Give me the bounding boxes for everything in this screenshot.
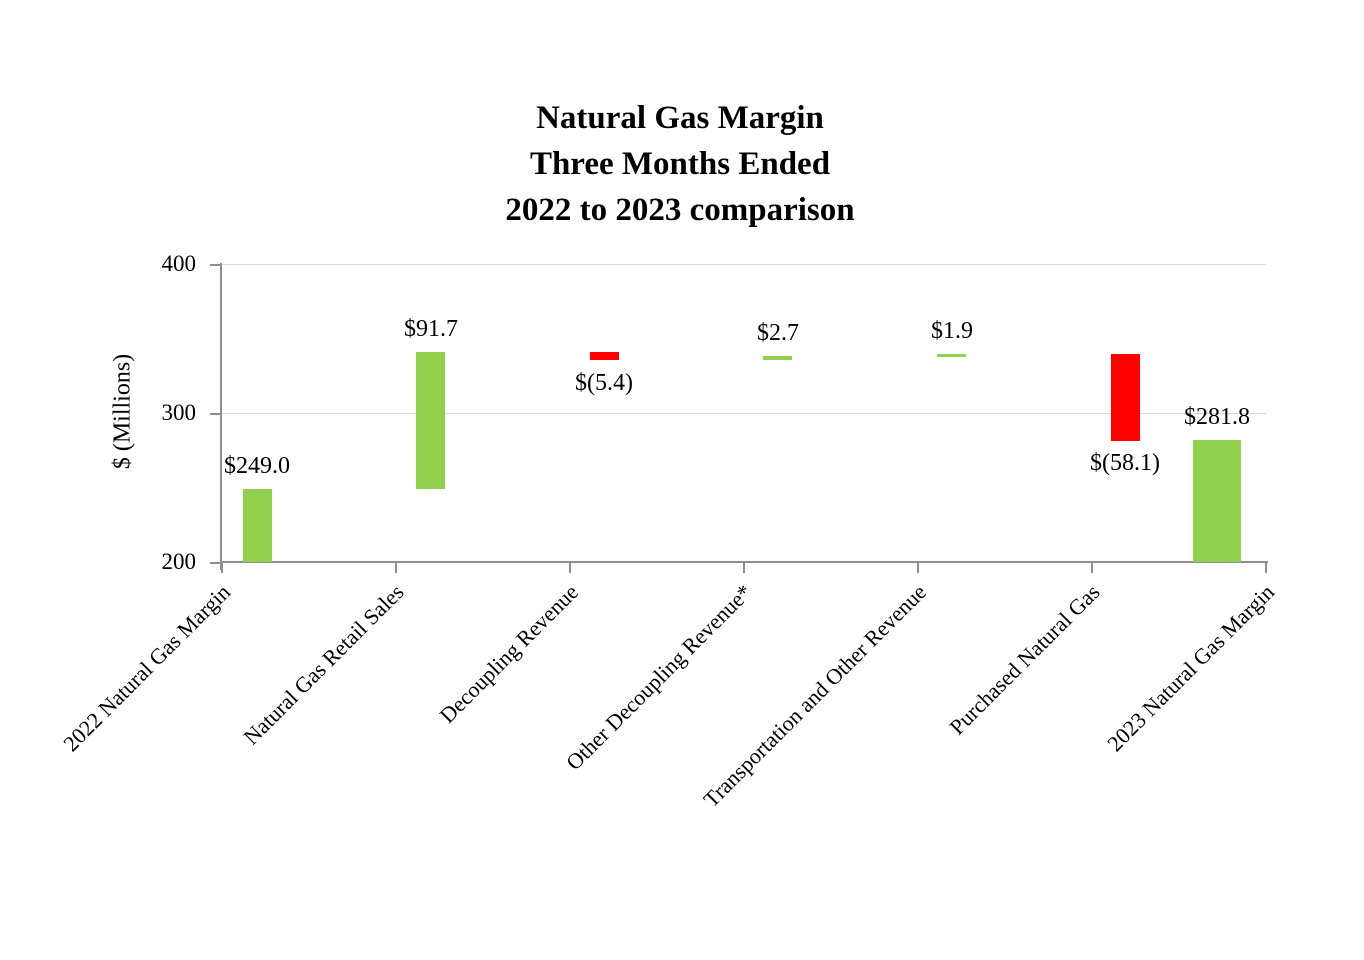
- x-axis-line: [220, 561, 1268, 563]
- bar-value-label: $2.7: [757, 320, 799, 346]
- x-tick: [221, 563, 223, 573]
- bar-value-label: $91.7: [404, 316, 458, 342]
- gridline: [220, 413, 1266, 414]
- waterfall-bar: [937, 354, 966, 357]
- bar-value-label: $(5.4): [575, 370, 633, 396]
- y-tick: [210, 413, 220, 415]
- bar-value-label: $1.9: [931, 318, 973, 344]
- y-tick-label: 200: [161, 549, 197, 574]
- chart-title-line-3: 2022 to 2023 comparison: [505, 192, 855, 228]
- x-tick: [569, 563, 571, 573]
- waterfall-bar: [416, 352, 445, 489]
- category-label: Natural Gas Retail Sales: [238, 579, 409, 750]
- category-label: Decoupling Revenue: [434, 579, 583, 728]
- x-tick: [395, 563, 397, 573]
- y-tick-label: 300: [161, 400, 197, 425]
- category-label: 2022 Natural Gas Margin: [58, 579, 235, 757]
- bar-value-label: $(58.1): [1090, 450, 1160, 476]
- bar-value-label: $281.8: [1184, 404, 1250, 430]
- y-axis-line: [220, 263, 222, 570]
- x-tick: [743, 563, 745, 573]
- waterfall-bar: [763, 356, 792, 360]
- waterfall-bar: [1111, 354, 1140, 441]
- category-label: Purchased Natural Gas: [944, 579, 1105, 740]
- waterfall-bar: [243, 489, 272, 562]
- chart-title-line-2: Three Months Ended: [529, 146, 831, 182]
- bar-value-label: $249.0: [224, 453, 290, 479]
- chart-title: Natural Gas Margin Three Months Ended 20…: [330, 95, 1030, 233]
- y-tick: [210, 264, 220, 266]
- chart-title-line-1: Natural Gas Margin: [536, 100, 824, 136]
- y-axis-title: $ (Millions): [109, 353, 136, 470]
- category-label: Other Decoupling Revenue*: [561, 579, 757, 775]
- category-label: 2023 Natural Gas Margin: [1102, 579, 1279, 757]
- gridline: [220, 264, 1266, 265]
- y-tick-label: 400: [161, 251, 197, 276]
- waterfall-bar: [1193, 440, 1241, 562]
- waterfall-bar: [590, 352, 619, 360]
- x-tick: [1265, 563, 1267, 573]
- x-tick: [1091, 563, 1093, 573]
- x-tick: [917, 563, 919, 573]
- y-tick: [210, 562, 220, 564]
